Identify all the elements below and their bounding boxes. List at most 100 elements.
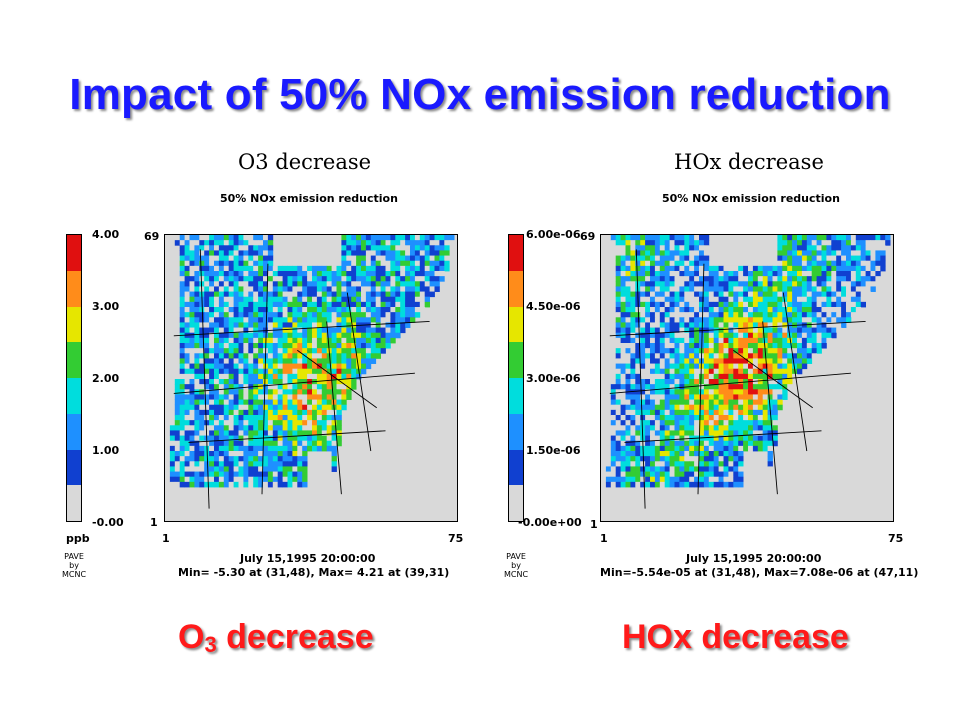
grid-cell [718,291,724,298]
grid-cell [228,353,234,359]
grid-cell [865,245,871,251]
grid-cell [321,440,328,447]
grid-cell [297,394,303,400]
grid-cell [620,461,626,467]
grid-cell [831,312,837,318]
grid-cell [316,337,323,344]
grid-cell [238,394,244,400]
grid-cell [267,435,274,442]
grid-cell [287,332,293,339]
colorbar-label: 4.00 [92,228,120,241]
grid-cell [223,379,230,385]
y-axis-min: 1 [150,516,158,529]
grid-cell [674,348,680,354]
grid-cell [797,368,803,375]
grid-cell [635,466,641,472]
grid-cell [331,312,337,318]
grid-cell [424,260,430,267]
grid-cell [277,343,283,349]
grid-cell [184,363,190,370]
grid-cell [199,337,205,344]
grid-cell [782,245,788,251]
grid-cell [277,425,283,431]
grid-cell [204,337,210,344]
grid-cell [635,265,641,272]
grid-cell [194,476,200,483]
grid-cell [233,291,239,298]
grid-cell [209,327,215,334]
grid-cell [664,394,670,400]
grid-cell [272,384,279,390]
grid-cell [370,301,377,308]
grid-cell [615,399,621,406]
grid-cell [395,291,401,298]
grid-cell [743,394,749,400]
grid-cell [248,409,254,416]
grid-cell [659,281,666,287]
grid-cell [419,245,426,251]
grid-cell [248,348,254,354]
grid-cell [267,250,274,256]
grid-cell [316,435,323,442]
grid-cell [699,435,705,442]
grid-cell [263,471,269,478]
grid-cell [263,440,269,447]
grid-cell [689,337,695,344]
grid-cell [640,476,646,483]
grid-cell [782,296,788,303]
grid-cell [669,389,675,395]
grid-cell [243,260,249,267]
grid-cell [365,286,372,292]
grid-cell [650,389,656,395]
grid-cell [870,276,876,282]
grid-cell [679,307,685,313]
grid-cell [214,271,220,277]
grid-cell [204,245,210,251]
grid-cell [267,322,274,328]
grid-cell [267,337,274,344]
grid-cell [630,286,636,292]
grid-cell [669,399,675,406]
grid-cell [777,307,783,313]
grid-cell [723,368,729,375]
grid-cell [199,332,205,339]
grid-cell [841,235,847,241]
grid-cell [875,265,881,272]
grid-cell [336,394,342,400]
grid-cell [777,384,783,390]
grid-cell [321,317,328,323]
grid-cell [385,322,391,328]
grid-cell [179,317,185,323]
grid-cell [708,384,715,390]
grid-cell [630,291,636,298]
grid-cell [179,420,185,426]
grid-cell [184,368,190,375]
grid-cell [620,476,626,483]
grid-cell [331,276,337,282]
grid-cell [282,445,288,452]
grid-cell [703,337,710,344]
grid-cell [674,373,680,380]
grid-cell [615,271,621,277]
grid-cell [762,430,768,436]
grid-cell [351,250,357,256]
grid-cell [645,409,651,416]
grid-cell [625,409,631,416]
grid-cell [718,476,724,483]
grid-cell [287,312,293,318]
grid-cell [248,425,254,431]
grid-cell [218,250,225,256]
grid-cell [297,404,303,411]
grid-cell [233,240,239,246]
grid-cell [645,425,651,431]
grid-cell [757,281,764,287]
grid-cell [841,250,847,256]
grid-cell [659,471,666,478]
grid-cell [645,281,651,287]
grid-cell [228,245,234,251]
grid-cell [850,301,857,308]
grid-cell [650,337,656,344]
grid-cell [811,276,817,282]
date-line: July 15,1995 20:00:00 [686,552,822,565]
grid-cell [341,373,347,380]
